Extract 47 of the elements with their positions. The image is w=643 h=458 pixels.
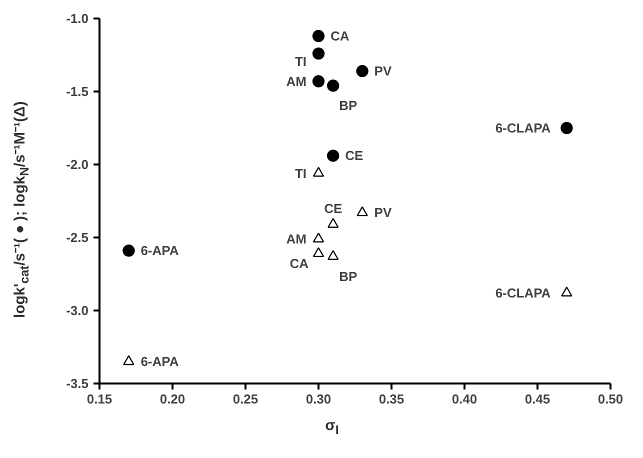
- point: [328, 218, 339, 228]
- x-tick-label: 0.45: [524, 392, 550, 406]
- annotation: BP: [339, 98, 358, 114]
- x-tick-label: 0.25: [232, 392, 258, 406]
- annotation: 6-APA: [140, 243, 180, 258]
- point: [312, 75, 325, 88]
- x-tick-label: 0.50: [598, 392, 624, 406]
- y-tick-label: -2.0: [66, 157, 89, 172]
- annotation: TI: [294, 54, 307, 70]
- annotation: 6-APA: [140, 354, 180, 370]
- point: [356, 206, 368, 216]
- y-tick-label: -1.5: [66, 84, 89, 99]
- x-axis-title: σ$_{I}$: [325, 416, 339, 439]
- point: [122, 244, 135, 257]
- point: [561, 286, 572, 296]
- annotation: TI: [294, 166, 307, 181]
- x-tick-label: 0.40: [452, 392, 478, 406]
- y-tick-label: -3.5: [66, 376, 89, 391]
- point: [312, 47, 325, 60]
- point: [312, 232, 324, 242]
- y-tick-label: -1.0: [66, 11, 89, 26]
- point: [356, 64, 368, 78]
- x-tick-label: 0.20: [160, 392, 186, 406]
- point: [327, 80, 340, 92]
- annotation: CA: [290, 256, 310, 272]
- point: [327, 150, 340, 162]
- annotation: PV: [374, 64, 392, 79]
- annotation: BP: [339, 268, 358, 284]
- annotation: AM: [286, 231, 306, 246]
- point: [560, 122, 573, 134]
- x-tick-label: 0.15: [86, 392, 112, 406]
- point: [328, 250, 339, 260]
- point: [312, 247, 324, 258]
- annotation: CE: [324, 200, 342, 216]
- point: [123, 355, 134, 366]
- x-tick-label: 0.30: [306, 392, 332, 406]
- annotation: CA: [330, 28, 350, 44]
- annotation: 6-CLAPA: [495, 120, 552, 136]
- x-tick-label: 0.35: [378, 392, 404, 406]
- annotation: 6-CLAPA: [495, 285, 552, 300]
- y-tick-label: -3.0: [66, 303, 89, 318]
- annotation: CE: [345, 148, 364, 164]
- annotation: PV: [374, 205, 392, 220]
- point: [312, 166, 324, 177]
- annotation: AM: [286, 74, 306, 89]
- y-tick-label: -2.5: [66, 230, 89, 245]
- point: [312, 30, 325, 42]
